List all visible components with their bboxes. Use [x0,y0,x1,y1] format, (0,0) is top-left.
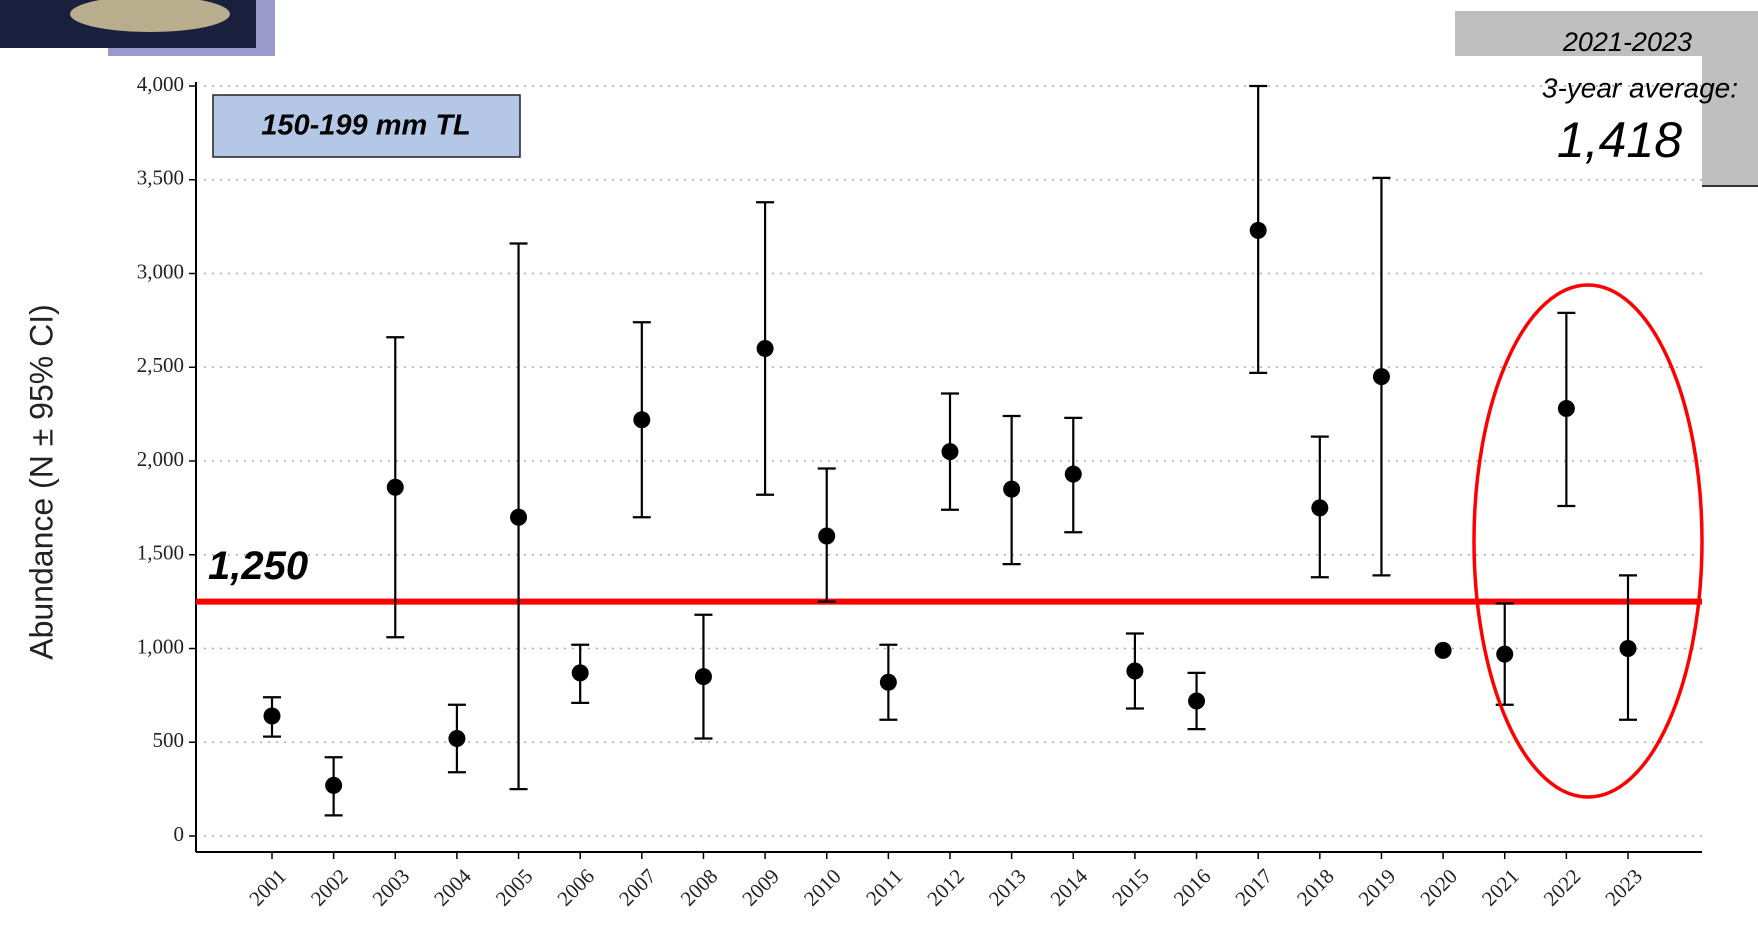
point [510,508,528,526]
point [1434,641,1452,659]
point [325,776,343,794]
average-period: 2021-2023 [1562,27,1692,57]
y-tick-label: 2,500 [137,353,184,377]
point [1064,465,1082,483]
size-class-label: 150-199 mm TL [261,110,471,142]
point [1126,662,1144,680]
y-tick-label: 2,000 [137,447,184,471]
y-axis-label: Abundance (N ± 95% CI) [23,304,59,660]
average-caption: 3-year average: [1542,72,1738,103]
point [1311,499,1329,517]
point [1496,645,1514,663]
point [1249,221,1267,239]
point [1003,480,1021,498]
fish [70,0,230,32]
y-tick-label: 4,000 [137,72,184,96]
point [941,443,959,461]
point [386,478,404,496]
y-tick-label: 1,000 [137,634,184,658]
reference-label: 1,250 [208,544,308,588]
y-tick-label: 0 [174,822,185,846]
y-tick-label: 3,000 [137,259,184,283]
point [1557,400,1575,417]
point [694,668,712,686]
average-box [1455,56,1702,186]
y-tick-label: 500 [153,728,185,752]
point [1619,640,1637,657]
point [571,664,589,682]
point [633,411,651,429]
highlight-ellipse [1472,283,1704,799]
point [818,527,836,545]
point [756,340,774,357]
point [1372,368,1390,386]
point [879,673,897,691]
size-class-box [212,94,521,158]
average-value: 1,418 [1557,112,1682,168]
y-tick-label: 3,500 [137,166,184,190]
point [263,707,281,725]
point [1188,692,1206,710]
point [448,730,466,747]
y-tick-label: 1,500 [137,541,184,565]
